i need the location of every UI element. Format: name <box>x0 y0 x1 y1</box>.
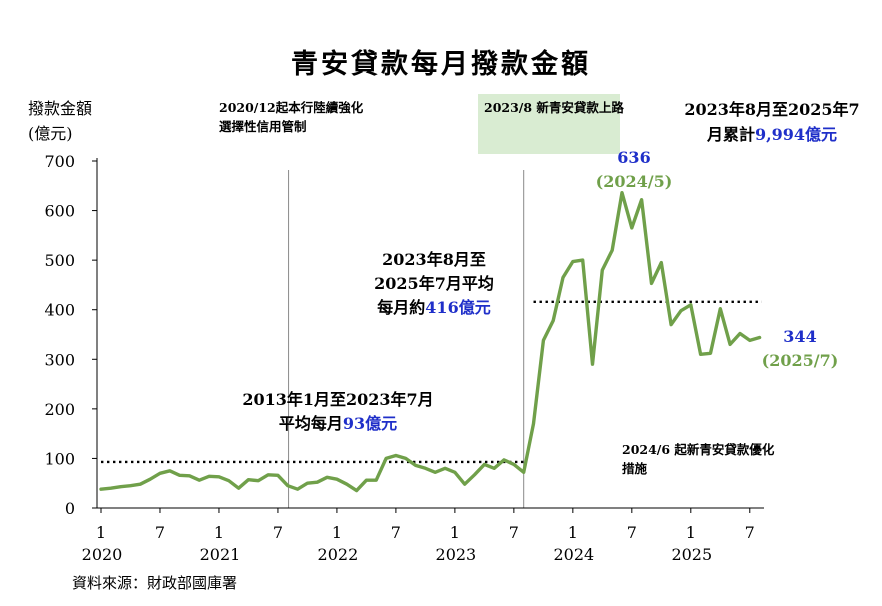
y-tick-label: 100 <box>44 449 75 468</box>
x-year-label: 2021 <box>200 545 241 564</box>
y-tick-label: 700 <box>44 152 75 171</box>
event-lines <box>288 170 525 508</box>
cumulative-prefix: 月累計 <box>706 125 755 144</box>
x-year-label: 2022 <box>318 545 359 564</box>
average-old-value: 93億元 <box>342 414 398 433</box>
x-tick-label: 1 <box>686 523 696 542</box>
peak-date: (2024/5) <box>595 172 673 191</box>
average-new-line3: 每月約416億元 <box>356 296 512 320</box>
y-tick-label: 500 <box>44 251 75 270</box>
x-tick-label: 1 <box>96 523 106 542</box>
annotation-highlight-box <box>478 94 620 154</box>
cumulative-label-line1: 2023年8月至2025年7 <box>684 100 860 119</box>
x-tick-label: 7 <box>509 523 519 542</box>
y-tick-label: 300 <box>44 350 75 369</box>
series-line <box>99 190 762 493</box>
x-tick-label: 7 <box>391 523 401 542</box>
axis-ticks: 0 100 200 300 400 500 600 700 1 7 1 7 1 7 1 7 1 7 1 7 2020 20… <box>44 152 754 564</box>
average-new-line1: 2023年8月至 <box>382 250 486 269</box>
data-series <box>99 190 762 493</box>
average-new-prefix: 每月約 <box>377 298 426 317</box>
average-old-label: 2013年1月至2023年7月 平均每月93億元 <box>226 388 450 436</box>
cumulative-label-line2: 月累計9,994億元 <box>662 121 882 145</box>
x-tick-label: 1 <box>450 523 460 542</box>
cumulative-value: 9,994億元 <box>754 125 838 144</box>
y-tick-label: 200 <box>44 400 75 419</box>
x-year-label: 2025 <box>671 545 712 564</box>
x-tick-label: 1 <box>214 523 224 542</box>
y-tick-label: 600 <box>44 202 75 221</box>
x-tick-label: 7 <box>273 523 283 542</box>
x-tick-label: 1 <box>332 523 342 542</box>
last-value: 344 <box>783 327 817 346</box>
x-year-label: 2024 <box>553 545 594 564</box>
y-axis-label: 撥款金額 <box>28 99 93 118</box>
average-new-label: 2023年8月至 2025年7月平均 每月約416億元 <box>356 248 512 320</box>
x-tick-label: 7 <box>155 523 165 542</box>
x-year-label: 2020 <box>82 545 123 564</box>
chart-title: 青安貸款每月撥款金額 <box>291 49 591 80</box>
average-reference-lines <box>101 300 762 464</box>
source-note: 資料來源：財政部國庫署 <box>72 574 238 592</box>
annotation-optimization: 2024/6 起新青安貸款優化措施 <box>622 442 775 476</box>
peak-value: 636 <box>617 148 651 167</box>
last-date: (2025/7) <box>761 351 839 370</box>
y-tick-label: 400 <box>44 301 75 320</box>
axes <box>96 158 764 509</box>
average-old-prefix: 平均每月 <box>278 414 343 433</box>
last-data-label: 344 (2025/7) <box>752 325 848 373</box>
y-axis-unit: (億元) <box>28 124 73 143</box>
annotation-new-program: 2023/8 新青安貸款上路 <box>484 100 624 115</box>
annotation-credit-control: 2020/12起本行陸續強化選擇性信用管制 <box>219 100 364 134</box>
average-old-line2: 平均每月93億元 <box>226 412 450 436</box>
peak-data-label: 636 (2024/5) <box>586 146 682 194</box>
x-tick-label: 7 <box>627 523 637 542</box>
x-year-label: 2023 <box>436 545 477 564</box>
x-tick-label: 1 <box>568 523 578 542</box>
average-old-line1: 2013年1月至2023年7月 <box>242 390 434 409</box>
x-tick-label: 7 <box>745 523 755 542</box>
average-new-line2: 2025年7月平均 <box>374 274 494 293</box>
average-new-value: 416億元 <box>425 298 491 317</box>
y-tick-label: 0 <box>65 499 75 518</box>
